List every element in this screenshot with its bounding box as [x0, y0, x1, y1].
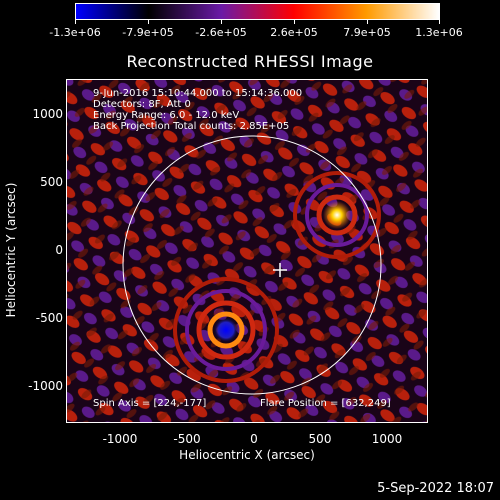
flare-hot-source — [323, 201, 351, 229]
y-tick-label: -1000 — [28, 379, 63, 393]
colorbar-tick — [439, 20, 440, 24]
info-detectors: Detectors: 8F, Att 0 — [93, 99, 191, 110]
colorbar-label: -1.3e+06 — [49, 26, 101, 39]
colorbar-label: -2.6e+05 — [195, 26, 247, 39]
x-tick-label: -1000 — [102, 432, 138, 446]
y-tick-label: 1000 — [32, 107, 63, 121]
colorbar-tick — [294, 20, 295, 24]
x-tick-label: 0 — [250, 432, 258, 446]
colorbar-tick — [148, 20, 149, 24]
info-energy-range: Energy Range: 6.0 - 12.0 keV — [93, 110, 240, 121]
x-tick-label: -500 — [173, 432, 201, 446]
rhessi-image-plot: 9-Jun-2016 15:10:44.000 to 15:14:36.000 … — [66, 79, 428, 423]
info-method-counts: Back Projection Total counts: 2.85E+05 — [93, 121, 290, 132]
x-tick-label: 500 — [308, 432, 332, 446]
spin-axis-cross-icon — [273, 263, 287, 277]
colorbar-label: 1.3e+06 — [415, 26, 463, 39]
info-spin-axis: Spin Axis = [224,-177] — [93, 398, 207, 409]
y-tick-label: -500 — [35, 311, 63, 325]
x-tick-label: 1000 — [371, 432, 403, 446]
colorbar-label: 7.9e+05 — [343, 26, 391, 39]
colorbar-tick — [75, 20, 76, 24]
plot-datestamp: 5-Sep-2022 18:07 — [377, 481, 494, 496]
info-flare-position: Flare Position = [632,249] — [260, 398, 391, 409]
rhessi-image — [67, 80, 427, 422]
cold-source-rings — [173, 277, 279, 383]
x-axis-label: Heliocentric X (arcsec) — [179, 448, 315, 462]
solar-limb-circle — [122, 135, 382, 395]
y-tick-label: 500 — [40, 175, 63, 189]
info-time-range: 9-Jun-2016 15:10:44.000 to 15:14:36.000 — [93, 88, 303, 99]
y-axis-label: Heliocentric Y (arcsec) — [4, 182, 18, 318]
hot-source-rings — [293, 171, 381, 259]
image-title: Reconstructed RHESSI Image — [126, 52, 374, 71]
colorbar-label: -7.9e+05 — [122, 26, 174, 39]
colorbar-tick — [221, 20, 222, 24]
colorbar — [75, 3, 440, 20]
colorbar-tick — [367, 20, 368, 24]
colorbar-label: 2.6e+05 — [270, 26, 318, 39]
y-tick-label: 0 — [55, 243, 63, 257]
flare-cold-source — [213, 317, 239, 343]
